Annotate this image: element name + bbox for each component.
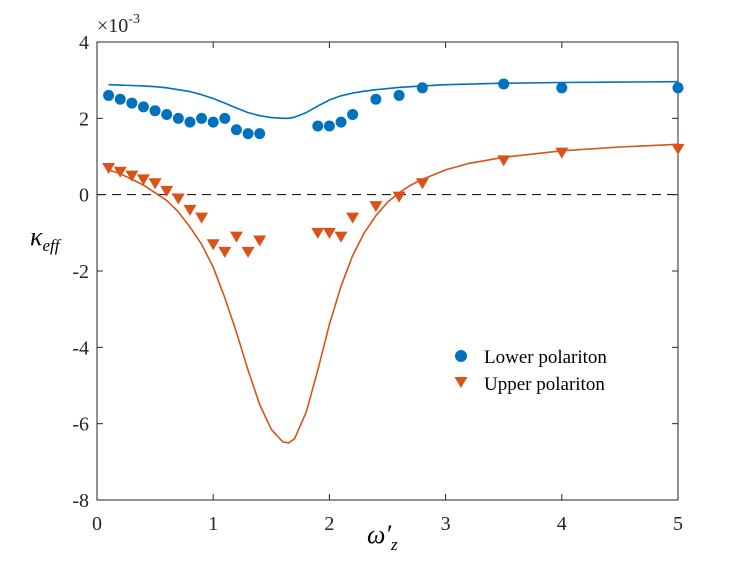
lower-polariton-point	[347, 109, 359, 121]
lower-polariton-point	[207, 116, 219, 128]
lower-polariton-point	[393, 89, 405, 101]
y-tick-labels: -8 -6 -4 -2 0 2 4	[72, 32, 89, 512]
upper-polariton-point	[322, 227, 336, 239]
legend: Lower polariton Upper polariton	[454, 347, 607, 395]
y-tick-label: -4	[72, 337, 89, 359]
upper-polariton-point	[369, 201, 383, 213]
legend-marker-lower-polariton	[455, 350, 467, 362]
upper-polariton-point	[241, 246, 255, 258]
upper-polariton-point	[415, 178, 429, 190]
lower-polariton-point	[416, 82, 428, 94]
x-tick-label: 0	[92, 513, 102, 535]
x-tick-label: 3	[441, 513, 451, 535]
upper-polariton-point	[102, 162, 116, 174]
lower-polariton-point	[184, 116, 196, 128]
upper-polariton-fit-curve	[108, 143, 679, 444]
y-tick-label: 2	[79, 108, 89, 130]
upper-polariton-point	[160, 185, 174, 197]
upper-polariton-point	[555, 147, 569, 159]
axis-ticks	[96, 41, 679, 501]
lower-polariton-fit-curve	[108, 80, 679, 120]
lower-polariton-point	[103, 89, 115, 101]
y-exponent-base: ×10	[97, 15, 128, 37]
upper-polariton-point	[229, 231, 243, 243]
y-axis-label-main: κ	[30, 222, 43, 251]
lower-polariton-point	[323, 120, 335, 132]
y-tick-label: -8	[72, 490, 89, 512]
upper-polariton-point	[125, 170, 139, 182]
legend-marker-upper-polariton	[454, 377, 468, 388]
upper-polariton-point	[136, 174, 150, 186]
plot-area: 0 1 2 3 4 5 -8 -6 -4 -2 0 2 4	[72, 32, 685, 535]
legend-label-upper-polariton: Upper polariton	[484, 374, 605, 395]
x-tick-label: 4	[557, 513, 567, 535]
lower-polariton-point	[230, 124, 242, 136]
y-tick-label: -2	[72, 261, 89, 283]
legend-label-lower-polariton: Lower polariton	[484, 347, 607, 368]
lower-polariton-point	[196, 112, 208, 124]
lower-polariton-point	[498, 78, 510, 90]
upper-polariton-point	[671, 143, 685, 155]
lower-polariton-point	[161, 109, 173, 121]
fit-curves	[108, 80, 679, 444]
y-tick-label: 4	[79, 32, 89, 54]
lower-polariton-point	[149, 105, 161, 117]
y-tick-label: 0	[79, 185, 89, 207]
upper-polariton-point	[171, 193, 185, 205]
x-tick-label: 5	[673, 513, 683, 535]
x-axis-label: ω′z	[367, 520, 398, 554]
x-tick-labels: 0 1 2 3 4 5	[92, 513, 683, 535]
upper-polariton-point	[497, 155, 511, 167]
upper-polariton-point	[218, 246, 232, 258]
lower-polariton-point	[312, 120, 324, 132]
y-axis-label: κeff	[30, 222, 62, 255]
y-tick-label: -6	[72, 414, 89, 436]
lower-polariton-point	[242, 128, 254, 140]
x-axis-label-main: ω′	[367, 520, 391, 549]
upper-polariton-point	[311, 227, 325, 239]
lower-polariton-point	[172, 112, 184, 124]
upper-polariton-point	[392, 191, 406, 203]
upper-polariton-point	[183, 204, 197, 216]
upper-polariton-point	[346, 212, 360, 224]
lower-polariton-point	[137, 101, 149, 113]
upper-polariton-point	[148, 178, 162, 190]
upper-polariton-point	[253, 235, 267, 247]
upper-polariton-point	[195, 212, 209, 224]
upper-polariton-point	[334, 231, 348, 243]
y-axis-label-sub: eff	[42, 236, 61, 255]
upper-polariton-point	[206, 239, 220, 251]
lower-polariton-point	[335, 116, 347, 128]
lower-polariton-point	[556, 82, 568, 94]
x-tick-label: 2	[324, 513, 334, 535]
x-axis-label-sub: z	[390, 535, 398, 554]
y-exponent-power: -3	[128, 12, 140, 27]
lower-polariton-point	[254, 128, 266, 140]
lower-polariton-point	[370, 93, 382, 105]
data-markers	[102, 78, 685, 258]
lower-polariton-point	[672, 82, 684, 94]
lower-polariton-point	[219, 112, 231, 124]
lower-polariton-point	[114, 93, 126, 105]
upper-polariton-point	[113, 166, 127, 178]
lower-polariton-point	[126, 97, 138, 109]
x-tick-label: 1	[208, 513, 218, 535]
y-axis-exponent: ×10-3	[97, 12, 140, 37]
